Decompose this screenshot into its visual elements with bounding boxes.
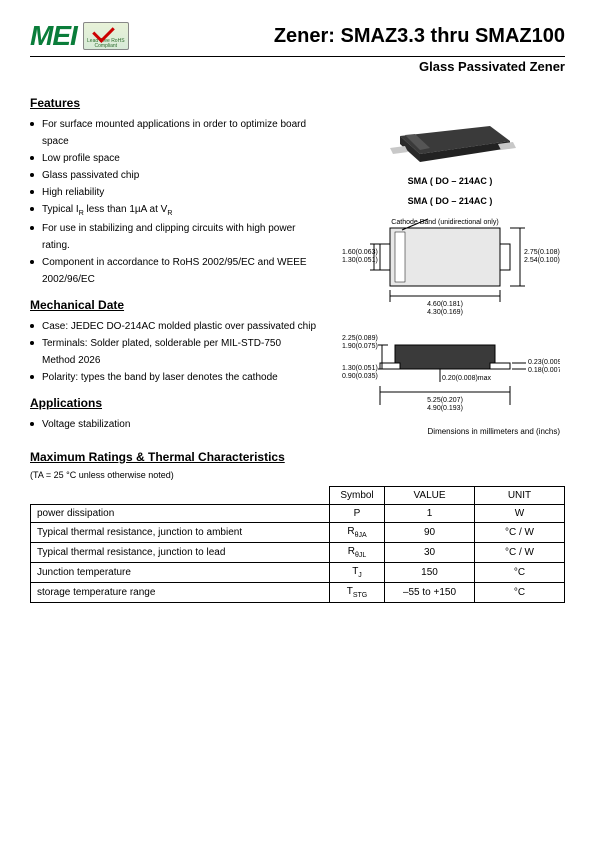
list-item: High reliability xyxy=(30,184,317,201)
table-header: UNIT xyxy=(475,487,565,505)
svg-text:2.54(0.100): 2.54(0.100) xyxy=(524,257,560,264)
dimension-note: Dimensions in millimeters and (inchs) xyxy=(340,427,560,436)
table-header-empty xyxy=(31,487,330,505)
svg-text:0.90(0.035): 0.90(0.035) xyxy=(342,373,378,380)
svg-text:4.60(0.181): 4.60(0.181) xyxy=(427,301,463,308)
package-3d-image xyxy=(380,106,520,166)
list-item: Low profile space xyxy=(30,150,317,167)
package-3d-caption: SMA ( DO – 214AC ) xyxy=(408,176,493,186)
cell-param: power dissipation xyxy=(31,505,330,523)
cell-symbol: TJ xyxy=(330,563,385,583)
company-logo: MEI xyxy=(30,20,77,52)
list-item: Voltage stabilization xyxy=(30,416,317,433)
table-header-row: Symbol VALUE UNIT xyxy=(31,487,565,505)
list-item: Case: JEDEC DO-214AC molded plastic over… xyxy=(30,318,317,335)
table-header: VALUE xyxy=(385,487,475,505)
page-subtitle: Glass Passivated Zener xyxy=(30,59,565,74)
cell-unit: W xyxy=(475,505,565,523)
list-item: Typical IR less than 1µA at VR xyxy=(30,201,317,220)
applications-heading: Applications xyxy=(30,396,317,410)
features-list: For surface mounted applications in orde… xyxy=(30,116,317,288)
cell-param: storage temperature range xyxy=(31,583,330,603)
list-item: Glass passivated chip xyxy=(30,167,317,184)
left-column: Features For surface mounted application… xyxy=(30,96,317,436)
mechanical-heading: Mechanical Date xyxy=(30,298,317,312)
list-item: For use in stabilizing and clipping circ… xyxy=(30,220,317,254)
ratings-note: (TA = 25 °C unless otherwise noted) xyxy=(30,470,565,480)
features-heading: Features xyxy=(30,96,317,110)
svg-text:0.18(0.007): 0.18(0.007) xyxy=(528,367,560,374)
diagram-label: SMA ( DO – 214AC ) xyxy=(340,196,560,206)
ratings-table: Symbol VALUE UNIT power dissipation P 1 … xyxy=(30,486,565,603)
cathode-note-text: Cathode Band (unidirectional only) xyxy=(391,219,498,226)
applications-list: Voltage stabilization xyxy=(30,416,317,433)
svg-text:4.90(0.193): 4.90(0.193) xyxy=(427,405,463,412)
ratings-section: Maximum Ratings & Thermal Characteristic… xyxy=(30,450,565,603)
svg-text:5.25(0.207): 5.25(0.207) xyxy=(427,397,463,404)
cell-value: 1 xyxy=(385,505,475,523)
cell-symbol: P xyxy=(330,505,385,523)
table-row: Typical thermal resistance, junction to … xyxy=(31,523,565,543)
cell-param: Junction temperature xyxy=(31,563,330,583)
svg-text:0.20(0.008)max: 0.20(0.008)max xyxy=(442,375,492,382)
cell-symbol: TSTG xyxy=(330,583,385,603)
cell-unit: °C / W xyxy=(475,543,565,563)
header-rule xyxy=(30,56,565,57)
logo-group: MEI Lead Free RoHS Compliant xyxy=(30,20,129,52)
list-item: Terminals: Solder plated, solderable per… xyxy=(30,335,317,369)
package-outline-diagram: SMA ( DO – 214AC ) Cathode Band (unidire… xyxy=(340,196,560,436)
list-item: Polarity: types the band by laser denote… xyxy=(30,369,317,386)
mechanical-list: Case: JEDEC DO-214AC molded plastic over… xyxy=(30,318,317,386)
cell-param: Typical thermal resistance, junction to … xyxy=(31,543,330,563)
table-header: Symbol xyxy=(330,487,385,505)
cell-value: –55 to +150 xyxy=(385,583,475,603)
cell-unit: °C / W xyxy=(475,523,565,543)
rohs-badge: Lead Free RoHS Compliant xyxy=(83,22,129,50)
cell-value: 150 xyxy=(385,563,475,583)
svg-text:2.75(0.108): 2.75(0.108) xyxy=(524,249,560,256)
cell-symbol: RθJA xyxy=(330,523,385,543)
page-title: Zener: SMAZ3.3 thru SMAZ100 xyxy=(274,25,565,48)
list-item: Component in accordance to RoHS 2002/95/… xyxy=(30,254,317,288)
svg-text:0.23(0.009): 0.23(0.009) xyxy=(528,359,560,366)
table-row: power dissipation P 1 W xyxy=(31,505,565,523)
svg-text:1.60(0.063): 1.60(0.063) xyxy=(342,249,378,256)
table-row: Junction temperature TJ 150 °C xyxy=(31,563,565,583)
main-columns: Features For surface mounted application… xyxy=(30,96,565,436)
svg-text:1.30(0.051): 1.30(0.051) xyxy=(342,365,378,372)
svg-text:1.30(0.051): 1.30(0.051) xyxy=(342,257,378,264)
table-row: Typical thermal resistance, junction to … xyxy=(31,543,565,563)
cell-value: 90 xyxy=(385,523,475,543)
cell-symbol: RθJL xyxy=(330,543,385,563)
cell-value: 30 xyxy=(385,543,475,563)
cell-unit: °C xyxy=(475,583,565,603)
svg-text:1.90(0.075): 1.90(0.075) xyxy=(342,343,378,350)
list-item: For surface mounted applications in orde… xyxy=(30,116,317,150)
svg-text:2.25(0.089): 2.25(0.089) xyxy=(342,335,378,342)
table-row: storage temperature range TSTG –55 to +1… xyxy=(31,583,565,603)
right-column: SMA ( DO – 214AC ) SMA ( DO – 214AC ) Ca… xyxy=(335,96,565,436)
svg-text:4.30(0.169): 4.30(0.169) xyxy=(427,309,463,316)
cell-unit: °C xyxy=(475,563,565,583)
cell-param: Typical thermal resistance, junction to … xyxy=(31,523,330,543)
ratings-heading: Maximum Ratings & Thermal Characteristic… xyxy=(30,450,565,464)
header: MEI Lead Free RoHS Compliant Zener: SMAZ… xyxy=(30,20,565,52)
